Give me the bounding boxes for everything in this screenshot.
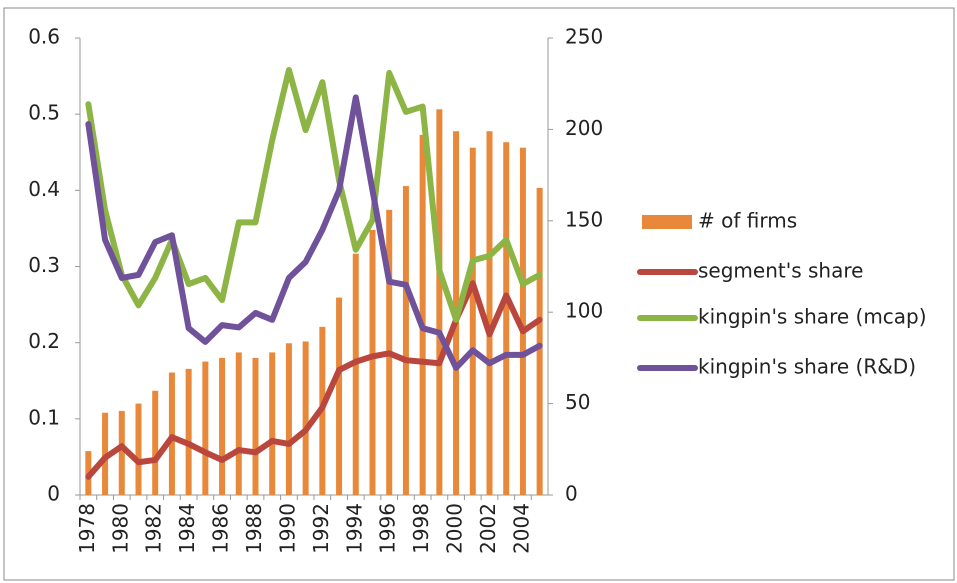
bar (486, 131, 493, 495)
y-tick-label: 0.2 (28, 329, 60, 353)
bar (519, 147, 526, 495)
bar (235, 352, 242, 495)
bar (118, 410, 125, 495)
y-tick-label: 0.5 (28, 101, 60, 125)
line (85, 94, 543, 371)
bar (419, 134, 426, 495)
bar (202, 361, 209, 495)
legend-label: kingpin's share (R&D) (698, 355, 916, 379)
bar (269, 352, 276, 495)
x-tick-label: 2002 (476, 503, 500, 554)
bar (102, 412, 109, 495)
x-tick-label: 1980 (108, 503, 132, 554)
legend-label: segment's share (698, 259, 863, 283)
bar (402, 186, 409, 495)
y2-tick-label: 50 (565, 390, 590, 414)
x-tick-label: 1990 (275, 503, 299, 554)
line (85, 280, 543, 480)
x-tick-label: 1978 (75, 503, 99, 554)
y2-tick-label: 150 (565, 207, 603, 231)
bar (503, 142, 510, 496)
bar (469, 147, 476, 495)
bar (369, 229, 376, 495)
line (85, 66, 543, 323)
y2-tick-label: 250 (565, 25, 603, 49)
x-tick-label: 1998 (409, 503, 433, 554)
bar (168, 372, 175, 495)
bar (352, 253, 359, 495)
x-tick-label: 1984 (175, 503, 199, 554)
legend-label: kingpin's share (mcap) (698, 305, 927, 329)
bar (436, 109, 443, 496)
y-tick-label: 0.4 (28, 177, 60, 201)
x-tick-label: 1994 (342, 503, 366, 554)
bar (219, 357, 226, 495)
bar (252, 357, 259, 495)
y-tick-label: 0.1 (28, 405, 60, 429)
y-tick-label: 0.6 (28, 25, 60, 49)
x-tick-label: 1986 (209, 503, 233, 554)
bar (185, 368, 192, 495)
x-tick-label: 1982 (142, 503, 166, 554)
bar (536, 187, 543, 495)
x-tick-label: 2004 (509, 503, 533, 554)
y-tick-label: 0.3 (28, 253, 60, 277)
legend-label: # of firms (698, 209, 797, 233)
y2-tick-label: 200 (565, 116, 603, 140)
bar (302, 341, 309, 495)
bar (285, 343, 292, 495)
bar (135, 403, 142, 495)
x-tick-label: 1992 (309, 503, 333, 554)
bar (336, 297, 343, 495)
x-tick-label: 1988 (242, 503, 266, 554)
x-tick-label: 2000 (443, 503, 467, 554)
bar (152, 390, 159, 495)
y-tick-label: 0 (47, 482, 60, 506)
y2-tick-label: 0 (565, 482, 578, 506)
y2-tick-label: 100 (565, 299, 603, 323)
legend-swatch (642, 215, 692, 229)
x-tick-label: 1996 (376, 503, 400, 554)
